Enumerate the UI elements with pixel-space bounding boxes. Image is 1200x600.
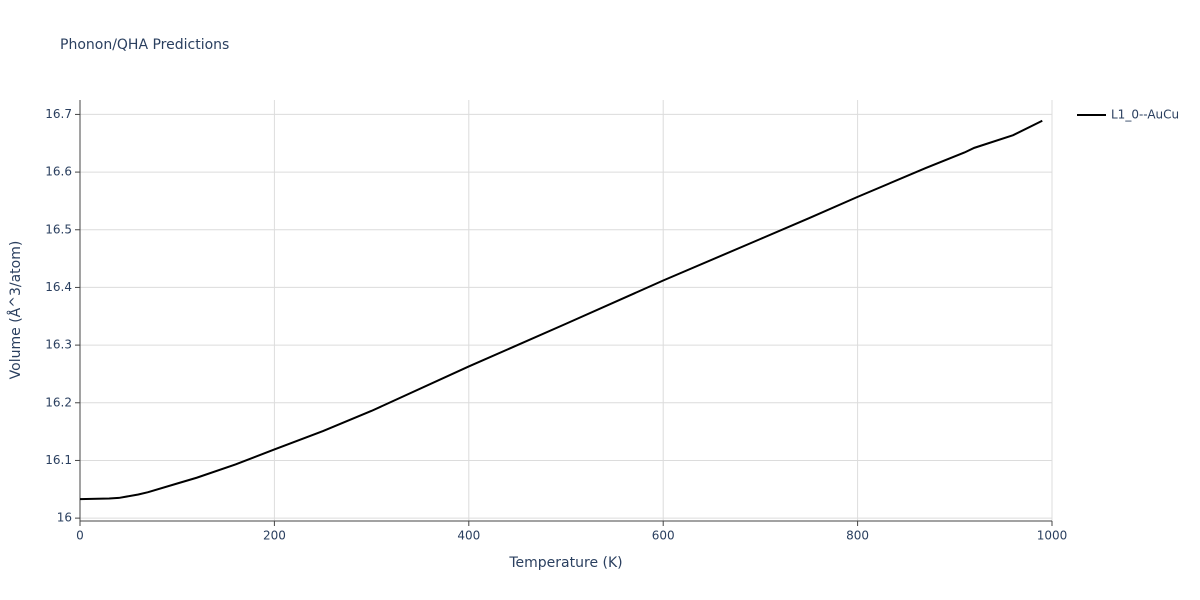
y-tick-label: 16.6 <box>45 165 72 179</box>
y-tick-label: 16.3 <box>45 338 72 352</box>
x-tick-label: 0 <box>76 529 84 543</box>
x-tick-label: 600 <box>652 529 675 543</box>
x-tick-label: 1000 <box>1037 529 1068 543</box>
data-line <box>79 119 1043 501</box>
x-tick-label: 400 <box>457 529 480 543</box>
x-axis-title: Temperature (K) <box>508 555 622 571</box>
y-tick-label: 16.2 <box>45 395 72 409</box>
x-tick-label: 200 <box>263 529 286 543</box>
y-tick-label: 16.7 <box>45 107 72 121</box>
y-tick-label: 16.1 <box>45 453 72 467</box>
y-tick-label: 16.5 <box>45 222 72 236</box>
y-axis-title: Volume (Å^3/atom) <box>7 241 24 380</box>
legend-label: L1_0--AuCu <box>1111 108 1179 122</box>
y-tick-label: 16 <box>57 511 72 525</box>
x-tick-label: 800 <box>846 529 869 543</box>
y-tick-label: 16.4 <box>45 280 72 294</box>
chart-title: Phonon/QHA Predictions <box>60 37 229 53</box>
